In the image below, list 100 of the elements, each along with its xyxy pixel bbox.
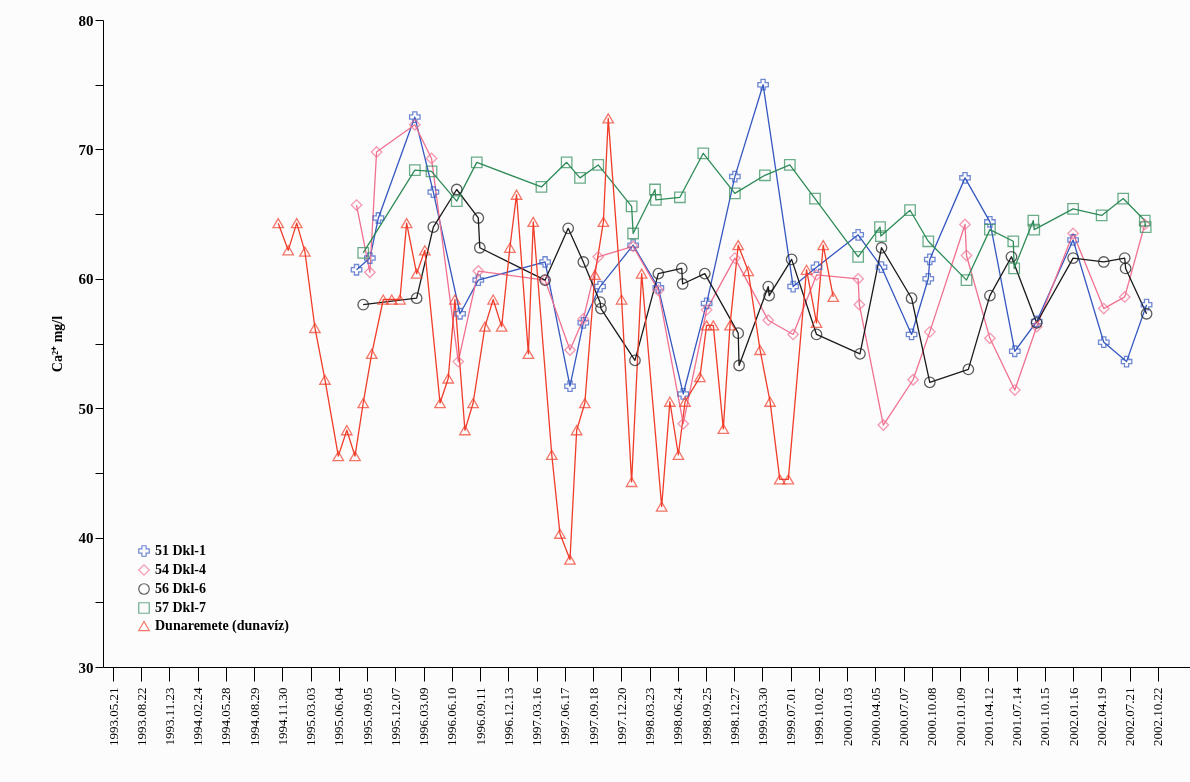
point [588, 269, 601, 281]
point [874, 221, 886, 233]
point [1138, 214, 1151, 227]
legend-label: 51 Dkl-1 [155, 543, 206, 558]
point [1095, 209, 1108, 222]
point [577, 313, 590, 325]
x-tick-label: 2002.07.21 [1122, 687, 1138, 746]
point [510, 189, 523, 200]
point [350, 263, 363, 276]
point [625, 200, 638, 213]
point [663, 396, 676, 407]
legend-label: 57 Dkl-7 [155, 600, 206, 615]
point [309, 322, 321, 334]
point [290, 217, 303, 229]
point [1008, 262, 1021, 275]
x-tick-label: 2002.04.19 [1093, 687, 1109, 746]
point [425, 165, 438, 178]
point [625, 476, 638, 488]
point [595, 302, 607, 315]
point [852, 272, 865, 285]
point [852, 228, 865, 241]
point [675, 262, 688, 275]
point [700, 297, 713, 310]
point [787, 328, 800, 341]
x-tick-label: 2001.10.15 [1037, 687, 1053, 746]
point [679, 396, 691, 407]
point [1119, 262, 1132, 275]
point [449, 294, 461, 305]
point [959, 218, 971, 231]
point [1030, 320, 1043, 333]
x-tick-label: 1996.06.10 [444, 687, 460, 746]
point [427, 221, 440, 233]
point [817, 239, 830, 251]
point [615, 294, 628, 305]
legend-label: Dunaremete (dunavíz) [155, 618, 290, 634]
point [577, 316, 590, 329]
x-tick-label: 1995.06.04 [331, 687, 347, 746]
point [962, 363, 975, 376]
point [877, 419, 890, 431]
point [470, 156, 483, 169]
point [400, 217, 413, 229]
y-tick-label: 70 [78, 141, 94, 158]
point [922, 235, 935, 248]
point [594, 280, 606, 293]
point [984, 332, 996, 345]
point [564, 380, 576, 393]
point [1007, 235, 1020, 248]
point [562, 222, 575, 235]
x-tick-label: 1994.05.28 [218, 687, 234, 746]
point [810, 261, 823, 274]
point [783, 159, 796, 171]
point [875, 261, 888, 274]
point [629, 354, 641, 367]
point [472, 212, 485, 224]
point [655, 501, 668, 512]
point [578, 397, 591, 409]
point [364, 252, 376, 264]
point [364, 266, 376, 279]
point [592, 159, 605, 171]
x-tick-label: 2000.01.03 [839, 687, 855, 746]
x-tick-label: 2000.07.07 [896, 687, 912, 746]
point [674, 191, 686, 204]
point [787, 280, 800, 293]
point [732, 239, 745, 251]
point [676, 278, 689, 290]
point [473, 241, 486, 254]
x-tick-label: 1995.12.07 [387, 687, 403, 746]
point [503, 242, 516, 253]
point [450, 195, 463, 208]
point [574, 171, 586, 184]
point [732, 327, 745, 340]
point [907, 373, 919, 386]
point [522, 348, 535, 360]
point [570, 425, 583, 436]
point [370, 146, 383, 158]
point [1067, 234, 1079, 246]
point [984, 289, 996, 302]
point [472, 274, 485, 286]
point [905, 328, 918, 341]
point [649, 183, 661, 196]
point [1005, 250, 1018, 263]
point [1120, 355, 1133, 368]
point [408, 111, 421, 123]
point [875, 241, 888, 254]
point [810, 269, 823, 281]
point [472, 265, 485, 277]
point [560, 156, 573, 169]
x-tick-label: 1999.07.01 [783, 687, 799, 746]
point [810, 328, 823, 341]
x-tick-label: 2000.10.08 [924, 687, 940, 746]
x-tick-label: 1998.06.24 [670, 687, 686, 746]
x-tick-label: 2002.10.22 [1150, 687, 1166, 746]
point [635, 268, 648, 279]
point [372, 212, 385, 224]
y-tick-label: 60 [78, 271, 94, 288]
x-tick-label: 1997.03.16 [529, 687, 545, 746]
point [454, 307, 466, 320]
point [700, 320, 713, 331]
point [905, 292, 918, 305]
point [299, 246, 311, 257]
